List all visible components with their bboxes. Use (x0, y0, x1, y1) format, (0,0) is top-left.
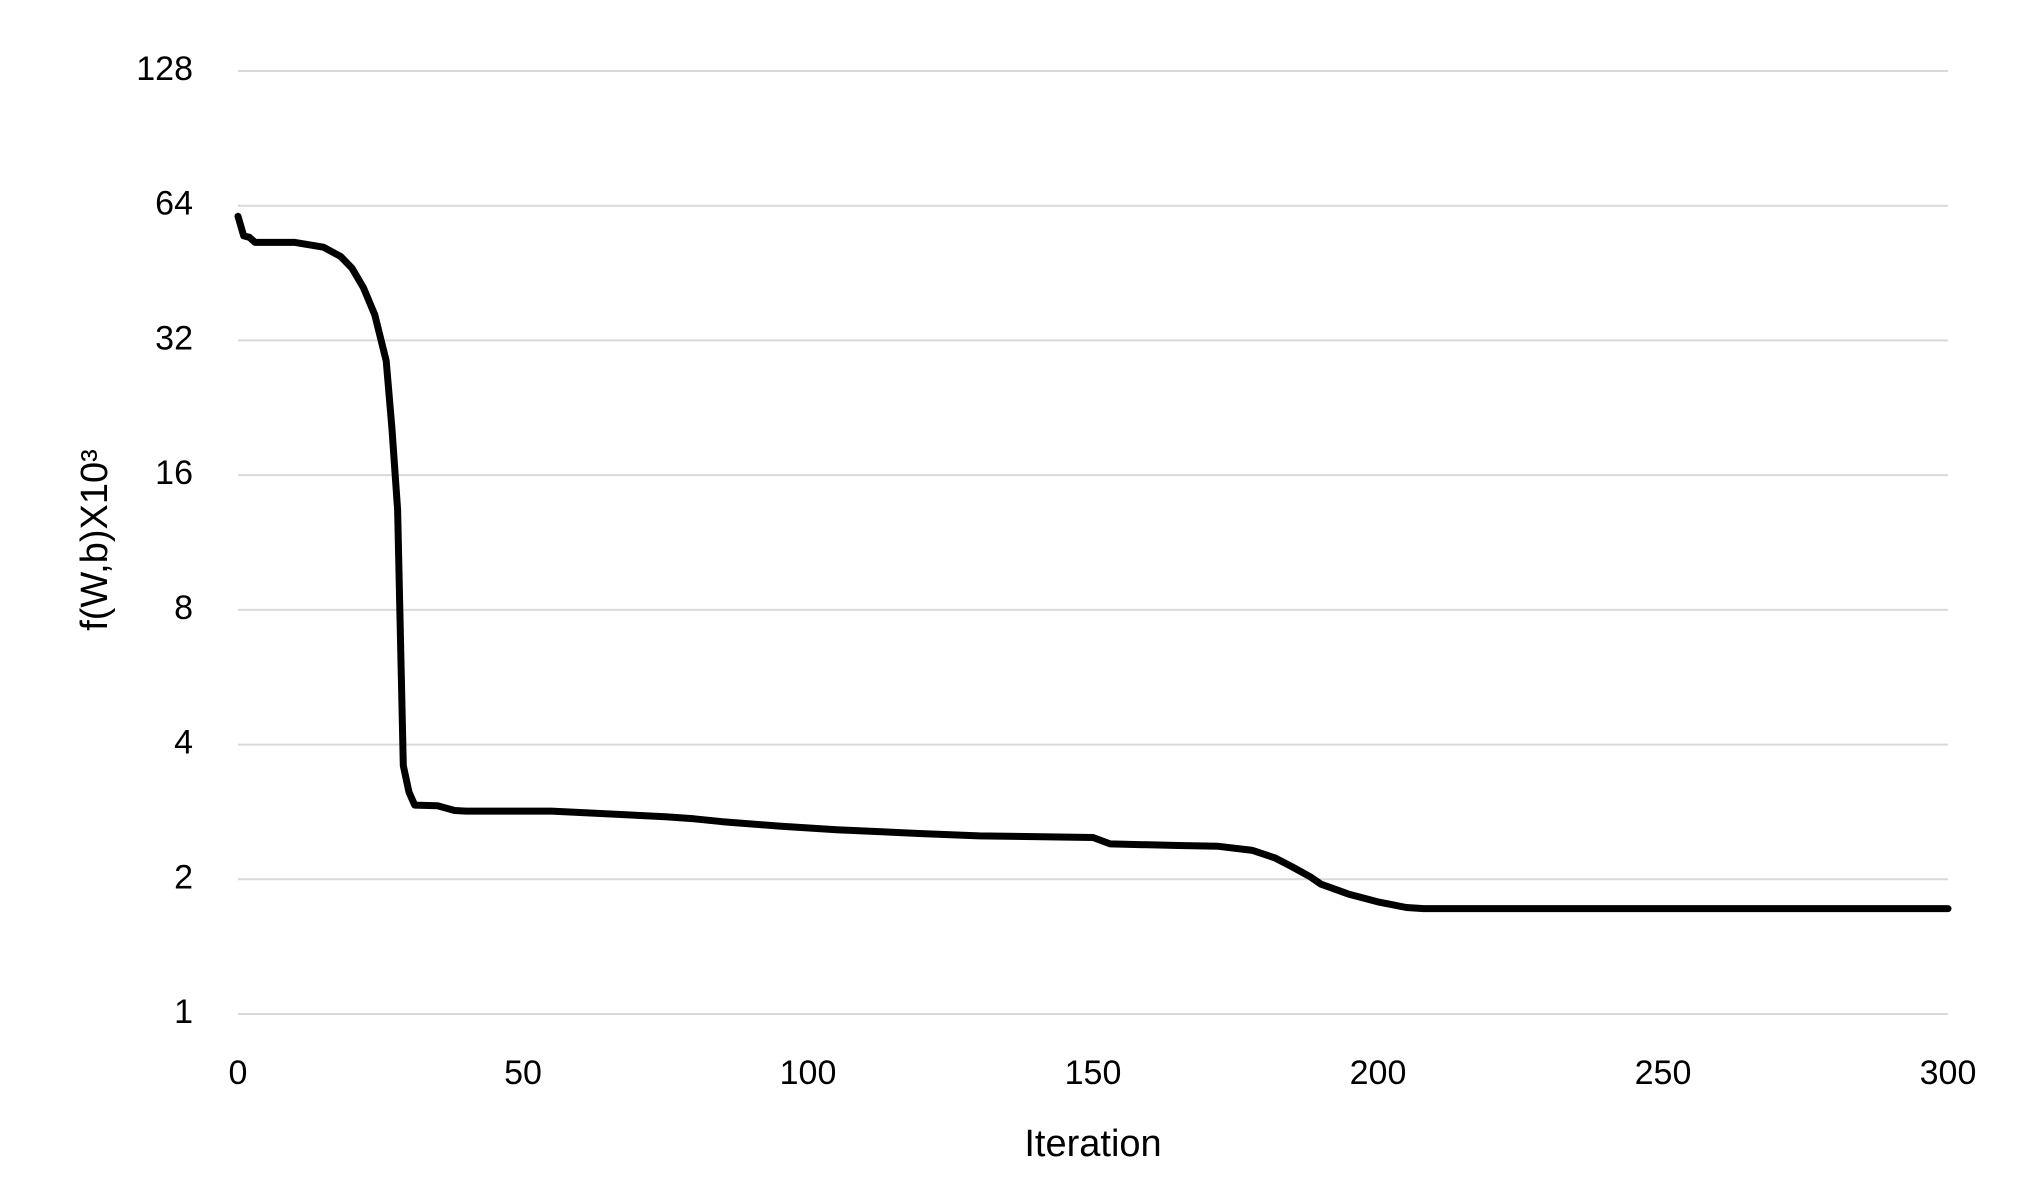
x-tick-label: 250 (1635, 1054, 1692, 1092)
y-axis-title: f(W,b)X10³ (74, 449, 116, 631)
y-tick-label: 16 (155, 454, 193, 492)
y-tick-label: 4 (174, 724, 193, 762)
x-tick-label: 200 (1350, 1054, 1407, 1092)
x-tick-label: 300 (1920, 1054, 1977, 1092)
y-tick-label: 64 (155, 185, 193, 223)
y-tick-label: 1 (174, 993, 193, 1031)
x-tick-label: 0 (229, 1054, 248, 1092)
y-tick-label: 128 (136, 50, 193, 88)
x-tick-label: 50 (504, 1054, 542, 1092)
y-tick-label: 2 (174, 858, 193, 896)
x-tick-label: 100 (780, 1054, 837, 1092)
y-tick-label: 8 (174, 589, 193, 627)
data-line (234, 212, 1952, 913)
x-tick-label: 150 (1065, 1054, 1122, 1092)
y-tick-label: 32 (155, 319, 193, 357)
x-axis-title: Iteration (1024, 1123, 1161, 1165)
